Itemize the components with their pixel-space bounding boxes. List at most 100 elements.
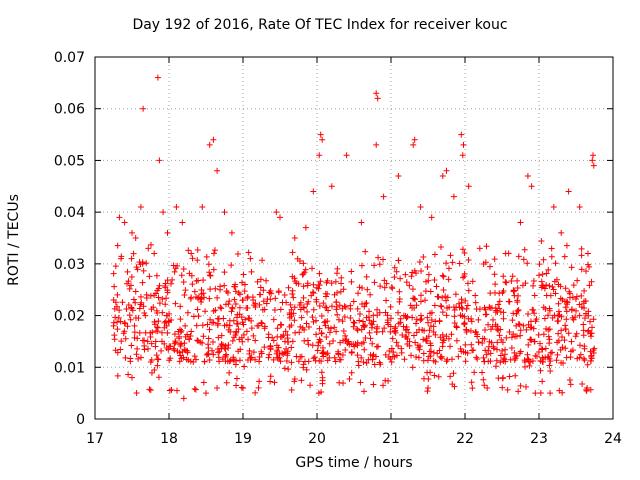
data-point [232,283,239,290]
data-point [244,293,251,300]
data-point [354,327,361,334]
data-point [165,346,172,353]
x-tick-label: 24 [604,431,622,447]
data-point [341,314,348,321]
data-point [244,305,251,312]
data-point [204,321,211,328]
data-point [482,327,489,334]
data-point [214,384,221,391]
data-point [354,325,361,332]
data-point [358,326,365,333]
x-tick-label: 20 [308,431,326,447]
data-point [413,354,420,361]
data-point [151,250,158,257]
data-point [218,332,225,339]
data-point [562,304,569,311]
data-point [325,307,332,314]
data-point [144,338,151,345]
data-point [195,313,202,320]
data-point [436,317,443,324]
data-point [590,152,597,159]
data-point [568,338,575,345]
data-point [482,311,489,318]
data-point [556,311,563,318]
data-point [557,295,564,302]
data-point [242,316,249,323]
data-point [155,294,162,301]
data-point [425,333,432,340]
data-point [249,294,256,301]
data-point [464,302,471,309]
data-point [503,334,510,341]
data-point [146,273,153,280]
data-point [207,272,214,279]
data-point [546,282,553,289]
plot-frame [94,56,614,420]
data-point [440,287,447,294]
data-point [250,349,257,356]
data-point [130,250,137,257]
data-point [547,349,554,356]
data-point [315,390,322,397]
data-point [301,326,308,333]
data-point [127,282,134,289]
data-point [467,327,474,334]
data-point [186,336,193,343]
data-point [426,327,433,334]
data-point [154,310,161,317]
data-point [194,257,201,264]
data-point [118,338,125,345]
data-point [277,358,284,365]
data-point [290,310,297,317]
data-point [270,337,277,344]
data-point [417,317,424,324]
data-point [288,359,295,366]
data-point [358,340,365,347]
data-point [460,274,467,281]
data-point [439,294,446,301]
data-point [193,277,200,284]
data-point [361,346,368,353]
data-point [428,317,435,324]
data-point [281,365,288,372]
data-point [411,267,418,274]
data-point [348,348,355,355]
data-point [549,283,556,290]
data-point [304,280,311,287]
data-point [482,259,489,266]
data-point [360,388,367,395]
data-point [560,360,567,367]
data-point [271,379,278,386]
data-point [438,303,445,310]
data-point [450,193,457,200]
data-point [420,253,427,260]
data-point [431,251,438,258]
data-point [451,319,458,326]
data-point [360,359,367,366]
data-point [210,250,217,257]
data-point [462,297,469,304]
data-point [310,188,317,195]
data-point [140,303,147,310]
data-point [434,293,441,300]
data-point [125,371,132,378]
data-point [218,341,225,348]
data-point [591,345,598,352]
data-point [265,354,272,361]
data-point [174,262,181,269]
data-point [572,307,579,314]
data-point [459,305,466,312]
data-point [573,293,580,300]
data-point [481,358,488,365]
data-point [548,245,555,252]
data-point [143,260,150,267]
data-point [374,95,381,102]
data-point [387,315,394,322]
data-point [405,329,412,336]
data-point [112,299,119,306]
data-point [234,320,241,327]
data-point [522,383,529,390]
data-point [582,268,589,275]
data-point [413,320,420,327]
data-point [256,358,263,365]
